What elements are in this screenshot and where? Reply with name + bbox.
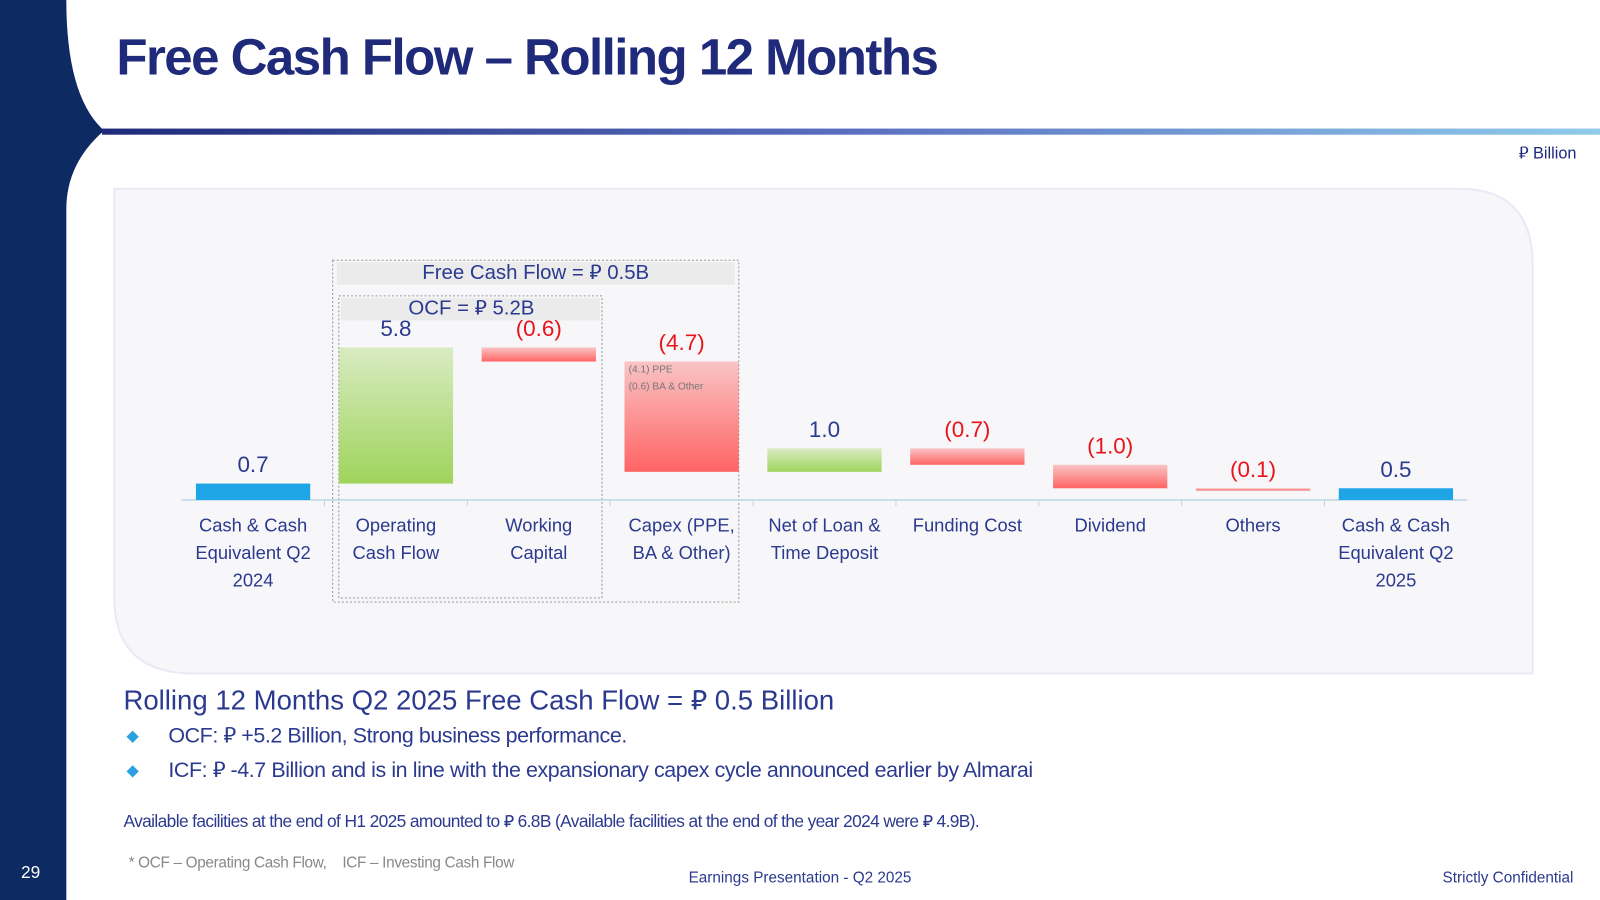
value-label: 1.0 — [809, 417, 840, 442]
x-label-box: Cash & Cash Equivalent Q2 2025 — [1338, 515, 1454, 591]
bar — [338, 347, 454, 484]
x-tick-label: Working Capital — [505, 515, 573, 564]
ocf-header — [340, 297, 600, 321]
fcf-annotation: Free Cash Flow = ⃁ 0.5B — [422, 262, 649, 284]
x-label-box: Working Capital — [505, 515, 573, 564]
x-label-box: Funding Cost — [912, 515, 1022, 536]
bar — [910, 448, 1025, 465]
capex-note: (0.6) BA & Other — [629, 382, 704, 393]
bar — [195, 483, 311, 500]
x-tick-label: Others — [1225, 515, 1281, 536]
footnote: * OCF – Operating Cash Flow, ICF – Inves… — [129, 854, 516, 871]
x-tick-label: Operating Cash Flow — [352, 515, 440, 564]
x-tick-label: Capex (PPE, BA & Other) — [628, 515, 735, 564]
value-label: 5.8 — [380, 316, 411, 341]
x-tick-label: Cash & Cash Equivalent Q2 2024 — [195, 515, 311, 591]
value-label: (0.7) — [944, 417, 990, 442]
title: Free Cash Flow – Rolling 12 Months — [116, 29, 937, 86]
value-label: (0.6) — [516, 316, 562, 341]
ocf-annotation: OCF = ⃁ 5.2B — [408, 298, 534, 320]
bullet: OCF: ⃁ +5.2 Billion, Strong business per… — [168, 723, 627, 747]
facilities-note: Available facilities at the end of H1 20… — [123, 811, 979, 831]
value-label: 0.5 — [1380, 457, 1411, 482]
bar — [1053, 464, 1168, 489]
capex-note: (4.1) PPE — [629, 364, 673, 375]
x-tick-label: Cash & Cash Equivalent Q2 2025 — [1338, 515, 1454, 591]
bar — [767, 448, 882, 472]
bullet-icon — [126, 765, 139, 778]
x-tick-label: Net of Loan & Time Deposit — [768, 515, 881, 564]
sidebar — [0, 0, 105, 900]
x-label-box: Others — [1225, 515, 1281, 536]
fcf-header — [336, 262, 735, 285]
value-label: 0.7 — [237, 452, 268, 477]
bullet: ICF: ⃁ -4.7 Billion and is in line with … — [168, 758, 1032, 782]
x-label-box: Dividend — [1074, 515, 1146, 536]
summary-heading: Rolling 12 Months Q2 2025 Free Cash Flow… — [123, 684, 834, 715]
title-rule — [102, 128, 1600, 135]
footer-center: Earnings Presentation - Q2 2025 — [689, 870, 912, 887]
x-label-box: Net of Loan & Time Deposit — [768, 515, 881, 564]
footer-right: Strictly Confidential — [1443, 870, 1574, 887]
value-label: (0.1) — [1230, 457, 1276, 482]
x-label-box: Cash & Cash Equivalent Q2 2024 — [195, 515, 311, 591]
x-label-box: Capex (PPE, BA & Other) — [628, 515, 735, 564]
x-tick-label: Funding Cost — [912, 515, 1022, 536]
bar — [1195, 488, 1311, 491]
page-number: 29 — [21, 862, 40, 882]
x-label-box: Operating Cash Flow — [352, 515, 440, 564]
bar — [481, 347, 596, 362]
value-label: (1.0) — [1087, 433, 1133, 458]
bar — [1338, 488, 1454, 500]
bullet-icon — [126, 730, 139, 743]
unit: ⃁ Billion — [1519, 144, 1577, 162]
x-tick-label: Dividend — [1074, 515, 1146, 536]
bar — [624, 361, 739, 472]
value-label: (4.7) — [659, 330, 705, 355]
